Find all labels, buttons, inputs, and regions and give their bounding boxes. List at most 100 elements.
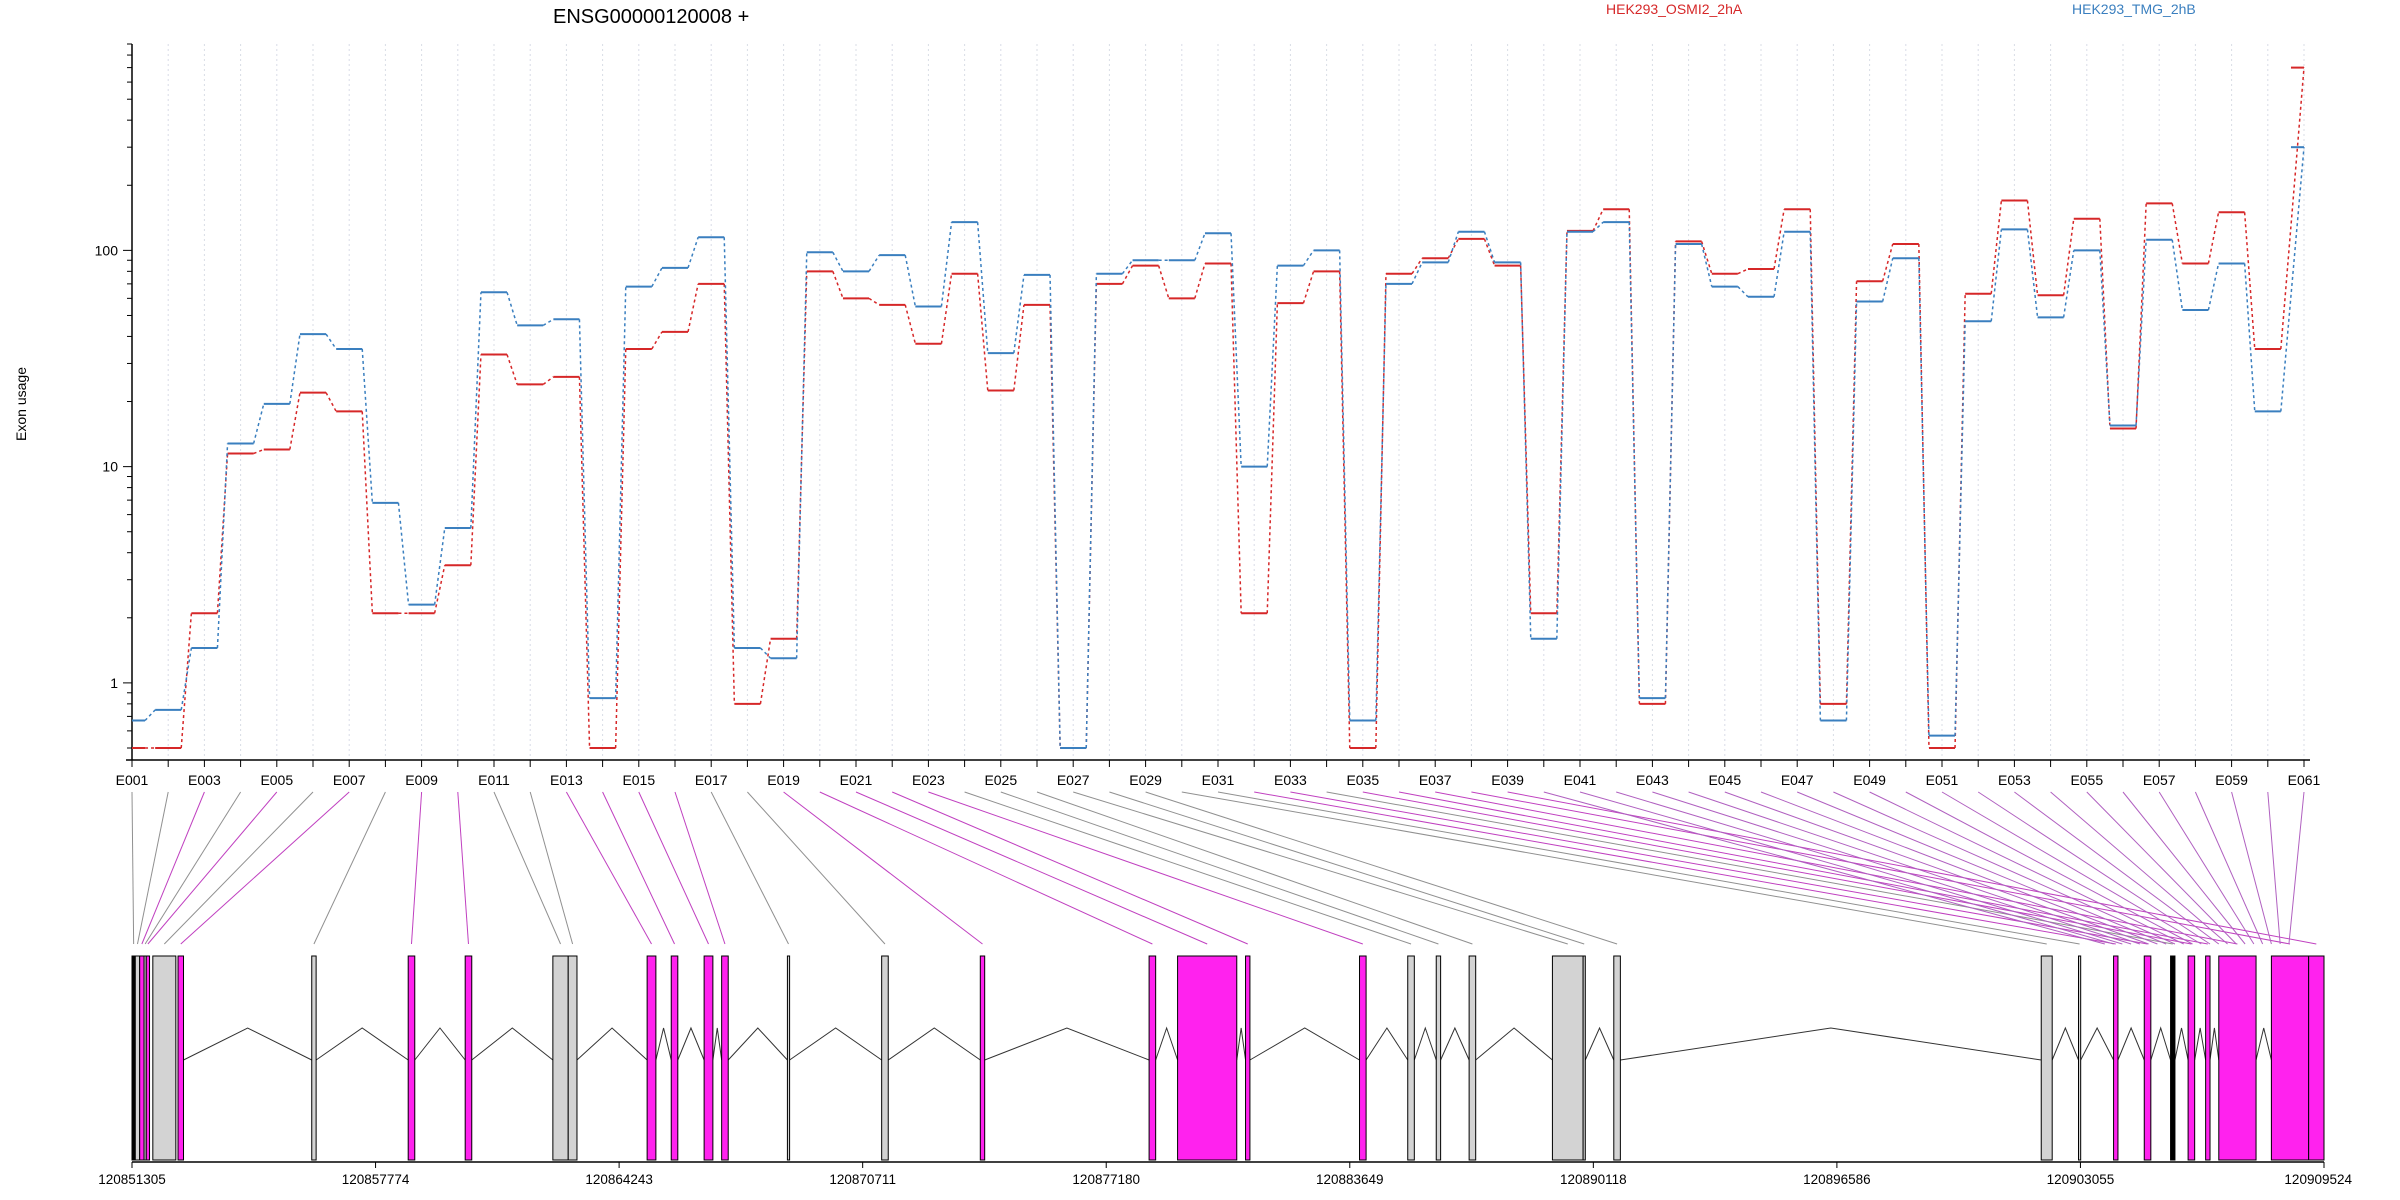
exon-connector: [1362, 791, 2192, 945]
exon-connector: [1579, 791, 2114, 945]
x-tick-label: E027: [1057, 772, 1090, 788]
intron-line: [1249, 1027, 1360, 1061]
exon-block: [2308, 955, 2325, 1161]
y-axis: 1 10 100: [95, 43, 133, 760]
series-connector: [361, 348, 374, 503]
exon-block: [311, 955, 317, 1161]
exon-block: [1582, 955, 1586, 1161]
intron-line: [2150, 1026, 2172, 1061]
exon-block: [2113, 955, 2119, 1161]
series-connector: [1845, 301, 1858, 721]
intron-line: [1236, 1027, 1247, 1061]
intron-line: [1475, 1027, 1553, 1061]
exon-connector: [1471, 791, 2291, 945]
series-connector: [180, 613, 193, 749]
exon-connector: [2288, 791, 2305, 945]
x-tick-label: E001: [116, 772, 149, 788]
series-connector: [868, 254, 880, 272]
x-tick-label: E051: [1926, 772, 1959, 788]
series-connector: [433, 565, 446, 614]
series-connector: [976, 222, 989, 354]
series-connector: [1338, 250, 1351, 721]
series-connector: [1302, 271, 1315, 304]
exon-connector: [141, 791, 205, 945]
series-connector: [2135, 239, 2147, 426]
exon-connector: [1977, 791, 2211, 945]
legend-label-series-a: HEK293_OSMI2_2hA: [1606, 1, 1743, 17]
genomic-tick-label: 120909524: [2284, 1172, 2352, 1187]
intron-line: [414, 1027, 466, 1061]
series-connector: [614, 348, 627, 749]
exon-block: [2077, 955, 2082, 1161]
series-connector: [433, 527, 446, 605]
x-axis: E001 E003 E005 E007 E009 E011 E013 E015 E017 E019…: [116, 759, 2321, 788]
series-connector: [1483, 238, 1496, 266]
series-connector: [1737, 286, 1749, 298]
series-connector: [1664, 241, 1677, 704]
x-tick-label: E017: [695, 772, 728, 788]
exon-connector: [457, 791, 469, 945]
exon-connector: [180, 791, 350, 945]
exon-connector: [1833, 791, 2176, 945]
exon-connector: [144, 791, 242, 945]
x-tick-label: E023: [912, 772, 945, 788]
series-connector: [651, 267, 663, 287]
exon-block: [2187, 955, 2196, 1161]
x-tick-label: E019: [767, 772, 800, 788]
x-tick-label: E029: [1129, 772, 1162, 788]
x-tick-label: E005: [260, 772, 293, 788]
x-tick-label: E039: [1491, 772, 1524, 788]
exon-connector: [1905, 791, 2193, 945]
exon-block: [567, 955, 578, 1161]
exon-connector: [819, 791, 1153, 945]
intron-line: [984, 1027, 1150, 1061]
exon-connector: [493, 791, 561, 945]
exon-connector: [1000, 791, 1439, 945]
series-connector: [578, 376, 591, 749]
exon-block: [2170, 955, 2176, 1161]
gene-model: [131, 955, 2325, 1161]
x-tick-label: E025: [984, 772, 1017, 788]
genomic-tick-label: 120896586: [1803, 1172, 1871, 1187]
intron-line: [1413, 1026, 1437, 1061]
genomic-tick-label: 120877180: [1072, 1172, 1140, 1187]
exon-block: [786, 955, 791, 1161]
connector-lines: [131, 791, 2317, 945]
series-connector: [1266, 303, 1279, 614]
x-tick-label: E021: [840, 772, 873, 788]
x-tick-label: E049: [1853, 772, 1886, 788]
series-connector: [1592, 221, 1604, 233]
series-connector: [1013, 274, 1025, 354]
series-connector: [2171, 239, 2184, 311]
exon-block: [1613, 955, 1621, 1161]
exon-connector: [2122, 791, 2246, 945]
series-connector: [614, 286, 627, 699]
series-connector: [1338, 271, 1351, 749]
exon-connector: [2231, 791, 2272, 945]
exon-connector: [1543, 791, 2105, 945]
series-connector: [289, 392, 301, 450]
genomic-axis: 120851305 120857774 120864243 120870711 1208…: [98, 1161, 2352, 1187]
x-tick-label: E003: [188, 772, 221, 788]
series-connector: [940, 273, 953, 344]
exon-block: [979, 955, 986, 1161]
series-connector: [1881, 258, 1894, 302]
exon-block: [2270, 955, 2310, 1161]
exon-connector: [136, 791, 169, 945]
exon-block: [646, 955, 657, 1161]
series-connector: [1918, 243, 1930, 749]
series-connector: [542, 318, 554, 327]
series-connector: [325, 392, 337, 412]
exon-block: [881, 955, 889, 1161]
series-connector: [252, 403, 265, 444]
exon-connector: [1507, 791, 2317, 945]
exon-connector: [892, 791, 1248, 945]
series-connector: [795, 252, 808, 659]
exon-block: [552, 955, 569, 1161]
exon-connector: [1109, 791, 1585, 945]
intron-line: [183, 1027, 312, 1061]
exon-connector: [638, 791, 709, 945]
series-connector: [2062, 218, 2075, 296]
series-connector: [506, 292, 518, 326]
